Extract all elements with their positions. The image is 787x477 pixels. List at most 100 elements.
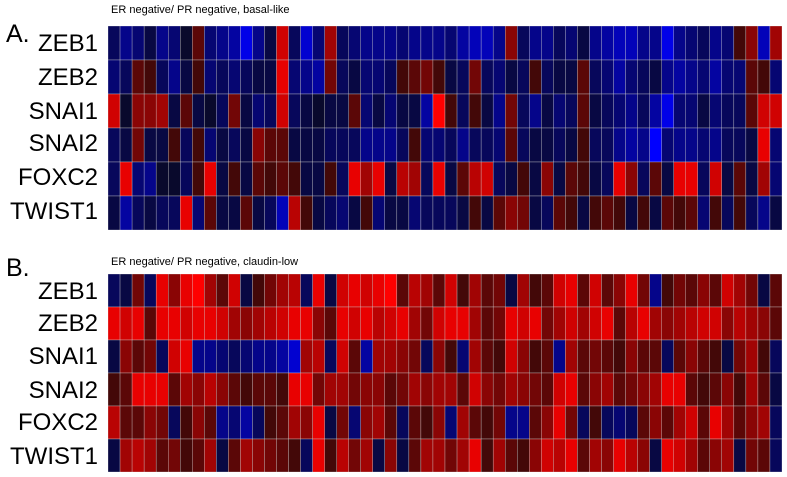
heatmap-cell	[613, 274, 626, 308]
heatmap-cell	[553, 339, 566, 374]
heatmap-cell	[336, 306, 349, 341]
heatmap-cell	[757, 339, 771, 374]
heatmap-cell	[216, 405, 229, 440]
heatmap-cell	[204, 405, 217, 440]
heatmap-cell	[360, 274, 373, 308]
heatmap-cell	[745, 339, 759, 374]
heatmap-cell	[685, 438, 698, 472]
heatmap-cell	[456, 405, 470, 440]
panel-label: B.	[6, 254, 30, 282]
heatmap-cell	[372, 372, 386, 407]
heatmap-cell	[709, 438, 723, 472]
heatmap-cell	[108, 372, 121, 407]
heatmap-cell	[396, 438, 410, 472]
heatmap-cell	[348, 274, 361, 308]
heatmap-cell	[769, 405, 782, 440]
heatmap-cell	[517, 306, 530, 341]
heatmap-cell	[396, 339, 410, 374]
heatmap-cell	[565, 306, 578, 341]
heatmap-cell	[649, 438, 662, 472]
heatmap-cell	[300, 306, 313, 341]
heatmap-cell	[155, 405, 169, 440]
heatmap-cell	[204, 339, 217, 374]
heatmap-cell	[444, 405, 458, 440]
heatmap-cell	[637, 438, 650, 472]
heatmap-cell	[649, 339, 662, 374]
heatmap-cell	[408, 339, 422, 374]
heatmap-cell	[312, 306, 325, 341]
heatmap-cell	[240, 405, 253, 440]
heatmap-cell	[661, 306, 674, 341]
heatmap-cell	[480, 438, 494, 472]
heatmap-cell	[216, 306, 229, 341]
heatmap-cell	[553, 274, 566, 308]
heatmap-cell	[529, 438, 542, 472]
heatmap-cell	[384, 438, 398, 472]
heatmap-cell	[300, 372, 313, 407]
heatmap-cell	[480, 306, 494, 341]
heatmap-cell	[468, 372, 482, 407]
heatmap-cell	[541, 306, 554, 341]
heatmap-cell	[468, 405, 482, 440]
heatmap-cell	[757, 306, 771, 341]
heatmap-cell	[733, 274, 747, 308]
heatmap-cell	[505, 306, 518, 341]
heatmap-cell	[336, 372, 349, 407]
heatmap-cell	[517, 372, 530, 407]
heatmap-cell	[420, 339, 434, 374]
heatmap-cell	[480, 339, 494, 374]
heatmap-cell	[240, 306, 253, 341]
heatmap-cell	[168, 438, 181, 472]
heatmap-cell	[492, 438, 506, 472]
heatmap-cell	[613, 405, 626, 440]
heatmap-cell	[252, 306, 265, 341]
heatmap-cell	[565, 372, 578, 407]
heatmap-cell	[673, 372, 686, 407]
heatmap-cell	[685, 339, 698, 374]
heatmap-a	[108, 26, 782, 230]
heatmap-cell	[649, 306, 662, 341]
heatmap-cell	[108, 438, 121, 472]
heatmap-cell	[709, 274, 723, 308]
heatmap-cell	[228, 438, 241, 472]
heatmap-cell	[312, 372, 325, 407]
row-label: ZEB1	[37, 278, 98, 305]
heatmap-cell	[649, 405, 662, 440]
heatmap-cell	[131, 438, 145, 472]
heatmap-cell	[769, 438, 782, 472]
heatmap-cell	[204, 438, 217, 472]
heatmap-cell	[119, 339, 133, 374]
heatmap-cell	[505, 372, 518, 407]
heatmap-cell	[468, 339, 482, 374]
heatmap-cell	[697, 405, 710, 440]
heatmap-cell	[192, 405, 205, 440]
heatmap-cell	[589, 274, 602, 308]
heatmap-cell	[685, 372, 698, 407]
heatmap-cell	[697, 274, 710, 308]
row-label: TWIST1	[10, 198, 98, 225]
heatmap-cell	[565, 339, 578, 374]
heatmap-cell	[733, 306, 747, 341]
heatmap-cell	[480, 405, 494, 440]
heatmap-cell	[661, 438, 674, 472]
heatmap-cell	[276, 438, 289, 472]
heatmap-cell	[661, 274, 674, 308]
heatmap-cell	[721, 405, 735, 440]
heatmap-cell	[300, 274, 313, 308]
heatmap-cell	[276, 274, 289, 308]
heatmap-cell	[240, 274, 253, 308]
heatmap-cell	[601, 405, 614, 440]
heatmap-cell	[168, 339, 181, 374]
heatmap-cell	[769, 306, 782, 341]
row-label: ZEB1	[37, 30, 98, 57]
heatmap-cell	[613, 372, 626, 407]
heatmap-cell	[492, 306, 506, 341]
heatmap-cell	[408, 274, 422, 308]
heatmap-cell	[420, 306, 434, 341]
heatmap-cell	[119, 372, 133, 407]
heatmap-cell	[505, 339, 518, 374]
heatmap-cell	[204, 372, 217, 407]
heatmap-cell	[408, 372, 422, 407]
heatmap-cell	[709, 339, 723, 374]
